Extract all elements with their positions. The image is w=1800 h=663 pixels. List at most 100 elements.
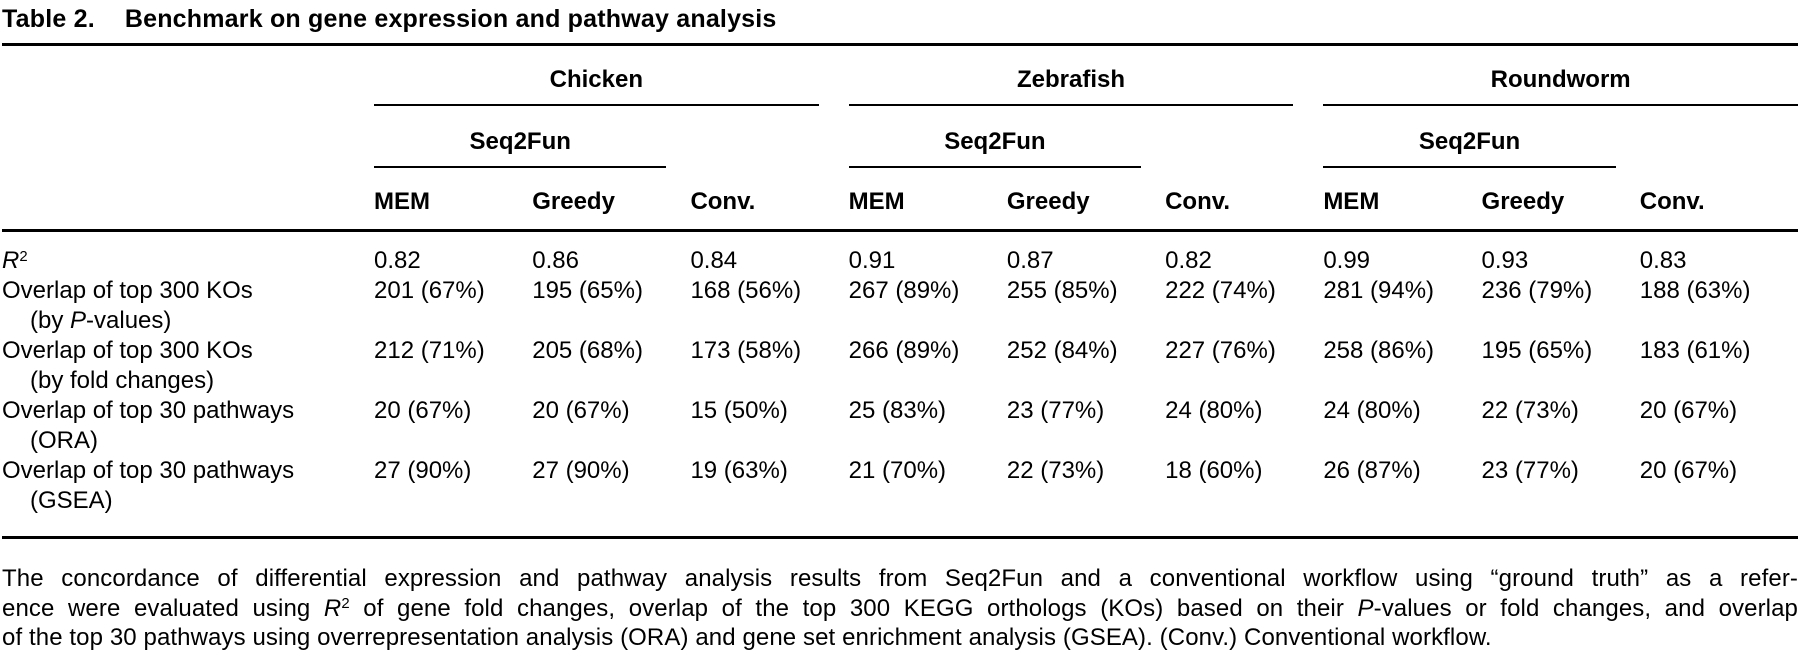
data-cell: 168 (56%): [690, 277, 802, 304]
table-caption: Benchmark on gene expression and pathway…: [124, 5, 777, 33]
data-cell: 22 (73%): [1006, 456, 1166, 539]
data-cell: 0.82: [1165, 247, 1212, 274]
row-label-line2: (by P-values): [2, 306, 374, 336]
footnote-text: of the top 30 pathways using overreprese…: [2, 624, 1492, 651]
data-cell: 201 (67%): [374, 277, 485, 304]
data-cell: 26 (87%): [1323, 456, 1482, 539]
row-label-line2: (ORA): [30, 427, 98, 454]
p-symbol: P: [70, 307, 87, 334]
footnote-text: -values or fold changes, and overlap: [1373, 594, 1798, 622]
data-cell: 27 (90%): [532, 456, 691, 539]
r-symbol: R: [323, 594, 342, 622]
col-header-chicken-mem: MEM: [374, 168, 533, 232]
footnote-text: The concordance of differential expressi…: [2, 565, 1798, 592]
data-cell: 0.86: [532, 247, 579, 274]
label-text: (by: [30, 307, 71, 334]
table-footnote: The concordance of differential expressi…: [2, 564, 1798, 653]
table-header: Chicken Zebrafish Roundworm Seq2Fun Seq2…: [2, 46, 1798, 232]
group-header-chicken: Chicken: [374, 46, 849, 106]
data-cell: 15 (50%): [690, 397, 788, 424]
row-label-top300-kos-foldchanges: Overlap of top 300 KOs (by fold changes): [2, 336, 374, 396]
table-body: R2 0.82 0.86 0.84 0.91 0.87 0.82 0.99 0.…: [2, 231, 1798, 539]
subgroup-header-row: Seq2Fun Seq2Fun Seq2Fun: [2, 106, 1798, 168]
data-cell: 20 (67%): [532, 397, 630, 424]
data-cell: 0.87: [1006, 247, 1054, 274]
stub-cell: [2, 168, 374, 232]
data-cell: 255 (85%): [1006, 277, 1118, 304]
subgroup-header-zebrafish-seq2fun: Seq2Fun: [848, 106, 1165, 168]
data-cell: 267 (89%): [848, 277, 960, 304]
table-row-top300-kos-pvalues: Overlap of top 300 KOs (by P-values) 201…: [2, 276, 1798, 336]
data-cell: 195 (65%): [532, 277, 643, 304]
footnote-line-1: The concordance of differential expressi…: [2, 564, 1798, 594]
p-symbol: P: [1357, 594, 1374, 622]
row-label-r-squared: R2: [2, 231, 374, 277]
data-cell: 222 (74%): [1165, 277, 1276, 304]
data-cell: 173 (58%): [690, 337, 802, 364]
table-row-r-squared: R2 0.82 0.86 0.84 0.91 0.87 0.82 0.99 0.…: [2, 231, 1798, 277]
row-label-line2: (GSEA): [30, 487, 113, 514]
table-number-label: Table 2.: [2, 5, 95, 33]
group-name: Zebrafish: [1016, 66, 1125, 93]
col-header-roundworm-greedy: Greedy: [1481, 168, 1640, 232]
data-cell: 0.83: [1639, 247, 1687, 274]
method-header-row: MEM Greedy Conv. MEM Greedy Conv. MEM Gr…: [2, 168, 1798, 232]
row-label-top300-kos-pvalues: Overlap of top 300 KOs (by P-values): [2, 276, 374, 336]
benchmark-table: Chicken Zebrafish Roundworm Seq2Fun Seq2…: [2, 46, 1798, 539]
table-row-top30-pathways-ora: Overlap of top 30 pathways (ORA) 20 (67%…: [2, 396, 1798, 456]
data-cell: 18 (60%): [1165, 456, 1324, 539]
data-cell: 266 (89%): [848, 337, 960, 364]
data-cell: 205 (68%): [532, 337, 643, 364]
data-cell: 0.82: [374, 247, 421, 274]
data-cell: 24 (80%): [1165, 397, 1263, 424]
col-header-zebrafish-conv: Conv.: [1165, 168, 1324, 232]
data-cell: 258 (86%): [1323, 337, 1435, 364]
data-cell: 0.99: [1323, 247, 1371, 274]
table-row-top300-kos-foldchanges: Overlap of top 300 KOs (by fold changes)…: [2, 336, 1798, 396]
data-cell: 21 (70%): [848, 456, 1007, 539]
group-name: Chicken: [549, 66, 644, 93]
subgroup-header-roundworm-seq2fun: Seq2Fun: [1323, 106, 1639, 168]
data-cell: 252 (84%): [1006, 337, 1118, 364]
r-exponent: 2: [19, 248, 28, 265]
data-cell: 188 (63%): [1639, 277, 1751, 304]
col-header-roundworm-mem: MEM: [1323, 168, 1482, 232]
group-header-roundworm: Roundworm: [1323, 46, 1798, 106]
r-exponent: 2: [341, 596, 350, 613]
group-underline: Roundworm: [1323, 66, 1798, 106]
species-header-row: Chicken Zebrafish Roundworm: [2, 46, 1798, 106]
subgroup-name: Seq2Fun: [469, 128, 571, 155]
row-label-line1: Overlap of top 300 KOs: [2, 277, 253, 304]
subgroup-underline: Seq2Fun: [1323, 128, 1616, 168]
data-cell: 281 (94%): [1323, 277, 1435, 304]
col-header-zebrafish-greedy: Greedy: [1006, 168, 1166, 232]
row-label-line1: Overlap of top 30 pathways: [2, 457, 295, 484]
footnote-text: of gene fold changes, overlap of the top…: [349, 594, 1358, 622]
row-label-line1: Overlap of top 30 pathways: [2, 397, 295, 424]
group-underline: Zebrafish: [848, 66, 1294, 106]
data-cell: 236 (79%): [1481, 277, 1593, 304]
table-row-top30-pathways-gsea: Overlap of top 30 pathways (GSEA) 27 (90…: [2, 456, 1798, 539]
label-text: -values): [86, 307, 172, 334]
subgroup-name: Seq2Fun: [944, 128, 1046, 155]
data-cell: 20 (67%): [374, 397, 472, 424]
data-cell: 0.93: [1481, 247, 1529, 274]
data-cell: 23 (77%): [1006, 397, 1105, 424]
spacer-cell: [690, 106, 848, 168]
row-label-top30-pathways-gsea: Overlap of top 30 pathways (GSEA): [2, 456, 374, 539]
data-cell: 0.91: [848, 247, 896, 274]
r-symbol: R: [2, 247, 20, 274]
subgroup-underline: Seq2Fun: [374, 128, 667, 168]
data-cell: 195 (65%): [1481, 337, 1593, 364]
spacer-cell: [1165, 106, 1323, 168]
table-title: Table 2. Benchmark on gene expression and…: [2, 0, 1798, 46]
data-cell: 183 (61%): [1639, 337, 1751, 364]
subgroup-name: Seq2Fun: [1418, 128, 1521, 155]
group-underline: Chicken: [374, 66, 819, 106]
footnote-line-2: ence were evaluated using R2 of gene fol…: [2, 594, 1798, 624]
col-header-roundworm-conv: Conv.: [1639, 168, 1798, 232]
data-cell: 19 (63%): [690, 456, 849, 539]
footnote-text: ence were evaluated using: [2, 594, 324, 622]
stub-cell: [2, 106, 374, 168]
